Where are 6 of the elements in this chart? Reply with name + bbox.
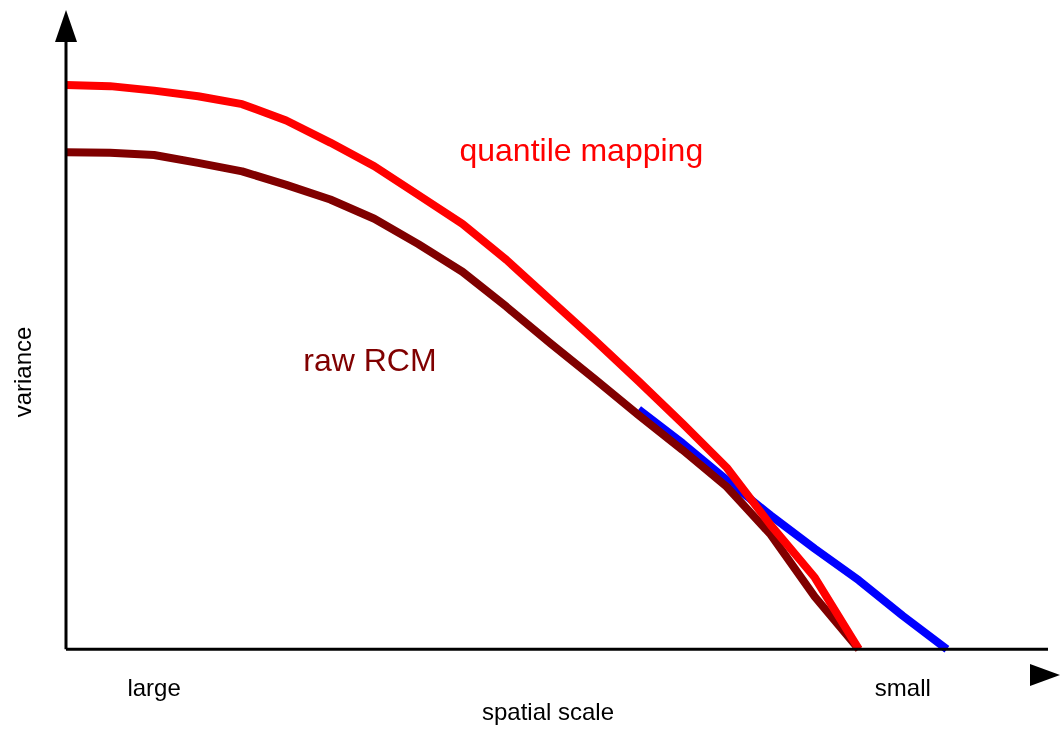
x-tick-label: large xyxy=(127,674,181,702)
x-tick-label: small xyxy=(874,674,931,702)
text: raw RCM xyxy=(303,342,437,379)
series-label: quantile mapping xyxy=(459,131,704,168)
x-axis-title: spatial scale xyxy=(481,697,615,725)
y-axis-title: variance xyxy=(8,326,36,418)
